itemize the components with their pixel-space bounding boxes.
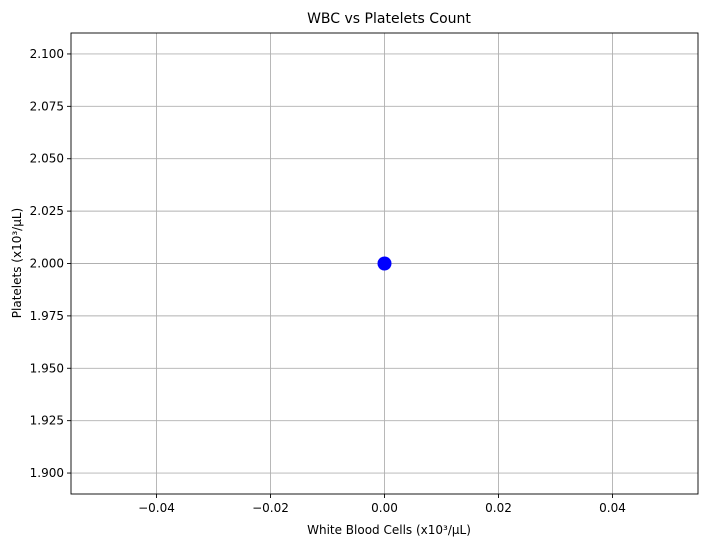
y-tick-label: 1.950	[30, 361, 64, 375]
x-tick-label: 0.04	[599, 501, 626, 515]
y-tick-label: 1.975	[30, 309, 64, 323]
y-tick-label: 2.075	[30, 99, 64, 113]
y-axis-ticks: 1.900 1.925 1.950 1.975 2.000 2.025 2.050 2.075…	[30, 47, 71, 480]
y-tick-label: 1.900	[30, 466, 64, 480]
data-point	[377, 256, 392, 271]
x-tick-label: −0.02	[252, 501, 289, 515]
x-tick-label: 0.00	[371, 501, 398, 515]
y-tick-label: 2.100	[30, 47, 64, 61]
y-tick-label: 2.025	[30, 204, 64, 218]
chart-title: WBC vs Platelets Count	[307, 11, 471, 27]
y-axis-label: Platelets (x10³/µL)	[10, 208, 24, 318]
x-tick-label: 0.02	[485, 501, 512, 515]
grid	[71, 33, 698, 494]
x-axis-ticks: −0.04 −0.02 0.00 0.02 0.04	[138, 494, 626, 515]
x-axis-label: White Blood Cells (x10³/µL)	[307, 523, 471, 537]
data-points	[377, 256, 392, 271]
x-tick-label: −0.04	[138, 501, 175, 515]
y-tick-label: 1.925	[30, 414, 64, 428]
y-tick-label: 2.050	[30, 152, 64, 166]
y-tick-label: 2.000	[30, 257, 64, 271]
